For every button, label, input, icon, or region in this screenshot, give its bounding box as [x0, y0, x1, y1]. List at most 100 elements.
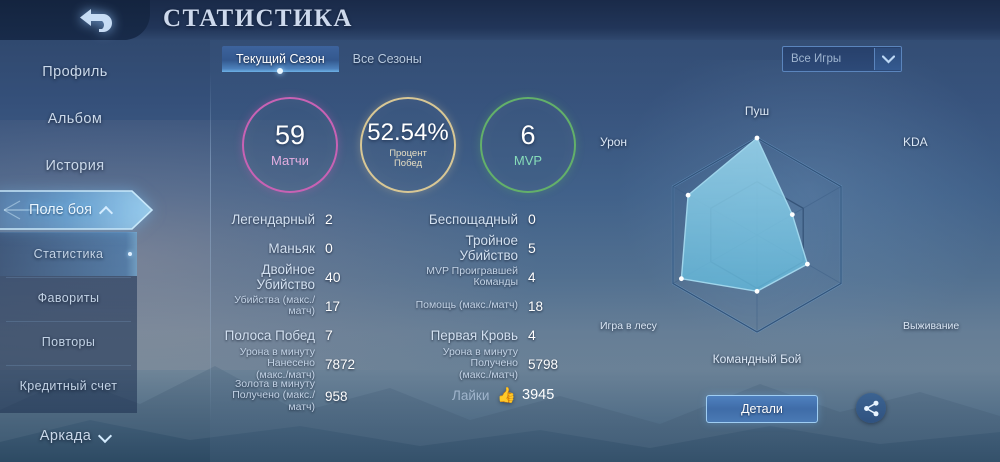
sidebar-item-label: Профиль	[42, 64, 108, 80]
sidebar-item-statistics[interactable]: Статистика	[0, 232, 137, 276]
stat-row: Двойное Убийство 40	[216, 262, 371, 292]
stat-row: Легендарный 2	[216, 206, 371, 232]
radar-label-jungling: Игра в лесу	[600, 319, 657, 332]
stat-row-value: 4	[528, 269, 536, 285]
tab-label: Текущий Сезон	[236, 52, 325, 66]
radar-label-teamfight: Командный Бой	[712, 352, 802, 366]
stat-row-label: Золота в минуту Получено (макс./матч)	[232, 377, 315, 413]
back-button[interactable]	[66, 2, 128, 36]
stat-row-value: 7872	[325, 356, 356, 372]
sidebar-item-replays[interactable]: Повторы	[0, 320, 137, 364]
sidebar-active-group-banner	[0, 190, 154, 230]
stat-row-value: 40	[325, 269, 341, 285]
sidebar-item-credit-score[interactable]: Кредитный счет	[0, 364, 137, 408]
stat-row: Беспощадный 0	[404, 206, 574, 232]
radar-label-damage: Урон	[600, 134, 628, 149]
stat-row-label: Урона в минуту Получено (макс./матч)	[442, 345, 518, 381]
details-button[interactable]: Детали	[706, 395, 818, 423]
season-tabs: Текущий Сезон Все Сезоны	[222, 46, 436, 74]
top-bar	[0, 0, 1000, 40]
stat-row-value: 17	[325, 298, 341, 314]
stat-circle-matches: 59 Матчи	[242, 97, 338, 193]
sidebar-item-profile[interactable]: Профиль	[0, 48, 150, 96]
stat-circle-label: Процент Побед	[389, 148, 427, 169]
sidebar-item-battlefield[interactable]: Поле боя	[0, 188, 144, 232]
stat-circle-value: 6	[520, 120, 536, 151]
stat-circle-value: 52.54%	[367, 119, 449, 147]
back-arrow-icon	[80, 9, 112, 32]
likes-value: 3945	[522, 387, 555, 403]
tab-label: Все Сезоны	[352, 52, 422, 66]
stat-row-label: Легендарный	[231, 211, 315, 227]
stat-row-value: 0	[528, 211, 536, 227]
details-button-label: Детали	[741, 402, 783, 416]
stat-row-label: Помощь (макс./матч)	[415, 299, 518, 312]
panel-left-edge	[210, 72, 211, 422]
sidebar-item-label: Кредитный счет	[19, 379, 118, 393]
active-indicator-dot	[128, 252, 132, 256]
stat-row-label: Беспощадный	[428, 211, 518, 227]
sidebar-group-arcade[interactable]: Аркада	[0, 412, 150, 460]
radar-label-kda: KDA	[903, 134, 928, 149]
stat-row-label: Урона в минуту Нанесено (макс./матч)	[239, 345, 315, 381]
stat-circle-win-rate: 52.54% Процент Побед	[360, 97, 456, 193]
share-button[interactable]	[856, 393, 886, 423]
tab-all-seasons[interactable]: Все Сезоны	[339, 46, 436, 72]
stat-row-value: 4	[528, 327, 536, 343]
stat-row: MVP Проигравшей Команды 4	[404, 264, 574, 290]
top-bar-left-block	[0, 0, 150, 40]
stat-row: Полоса Побед 7	[216, 322, 371, 348]
stat-row: Маньяк 0	[216, 235, 371, 261]
stat-row-value: 5798	[528, 356, 559, 372]
stat-row-label: Тройное Убийство	[459, 233, 518, 263]
stat-circle-value: 59	[274, 120, 306, 151]
stat-row-label: MVP Проигравшей Команды	[426, 264, 518, 288]
stat-row-label: Полоса Побед	[224, 327, 315, 343]
stat-row-label: Двойное Убийство	[256, 262, 315, 292]
sidebar-item-favorites[interactable]: Фавориты	[0, 276, 137, 320]
sidebar-group-label: Аркада	[39, 428, 92, 444]
stat-row: Урона в минуту Нанесено (макс./матч) 7872	[216, 346, 371, 380]
sidebar-item-label: История	[45, 158, 105, 174]
sidebar-item-label: Альбом	[47, 111, 103, 127]
stat-row-value: 7	[325, 327, 333, 343]
background-mountains	[0, 366, 1000, 462]
stat-circle-label: Матчи	[271, 153, 309, 169]
sidebar-subitem-active-highlight	[0, 232, 137, 276]
stat-row-label: Убийства (макс./матч)	[234, 293, 315, 317]
radar-chart: Пуш KDA Выживание Командный Бой Игра в л…	[600, 90, 959, 390]
likes-row: Лайки 👍 3945	[404, 382, 632, 408]
chevron-down-icon	[874, 48, 901, 70]
stat-circle-mvp: 6 MVP	[480, 97, 576, 193]
stat-row: Убийства (макс./матч) 17	[216, 293, 371, 319]
stat-row-label: Маньяк	[268, 240, 315, 256]
stat-row: Золота в минуту Получено (макс./матч) 958	[216, 378, 371, 412]
game-filter-dropdown[interactable]: Все Игры	[782, 46, 902, 72]
tab-current-season[interactable]: Текущий Сезон	[222, 46, 339, 74]
stat-row-value: 958	[325, 388, 348, 404]
stat-row: Первая Кровь 4	[404, 322, 574, 348]
sidebar-item-history[interactable]: История	[0, 142, 150, 190]
stat-row-value: 0	[325, 240, 333, 256]
sidebar: Профиль Альбом История Статистика Фавори…	[0, 40, 150, 462]
radar-label-survival: Выживание	[903, 319, 960, 332]
thumbs-up-icon: 👍	[497, 387, 517, 404]
main-panel	[210, 40, 1000, 462]
radar-label-push: Пуш	[744, 104, 770, 118]
stat-row-label: Первая Кровь	[430, 327, 518, 343]
stat-row-value: 2	[325, 211, 333, 227]
chevron-up-icon	[100, 205, 111, 216]
stat-row-value: 5	[528, 240, 536, 256]
sidebar-item-album[interactable]: Альбом	[0, 95, 150, 143]
stats-table: Легендарный 2 Маньяк 0 Двойное Убийство 40 Уби…	[216, 206, 606, 412]
likes-label: Лайки	[452, 387, 490, 403]
chevron-down-icon	[99, 431, 110, 442]
page-title: СТАТИСТИКА	[163, 5, 353, 32]
sidebar-item-label: Статистика	[33, 247, 104, 261]
stat-row: Урона в минуту Получено (макс./матч) 5798	[404, 346, 574, 380]
stat-row: Помощь (макс./матч) 18	[404, 293, 574, 319]
dropdown-value: Все Игры	[791, 53, 842, 65]
stat-row: Тройное Убийство 5	[404, 233, 574, 263]
share-icon	[863, 400, 878, 416]
